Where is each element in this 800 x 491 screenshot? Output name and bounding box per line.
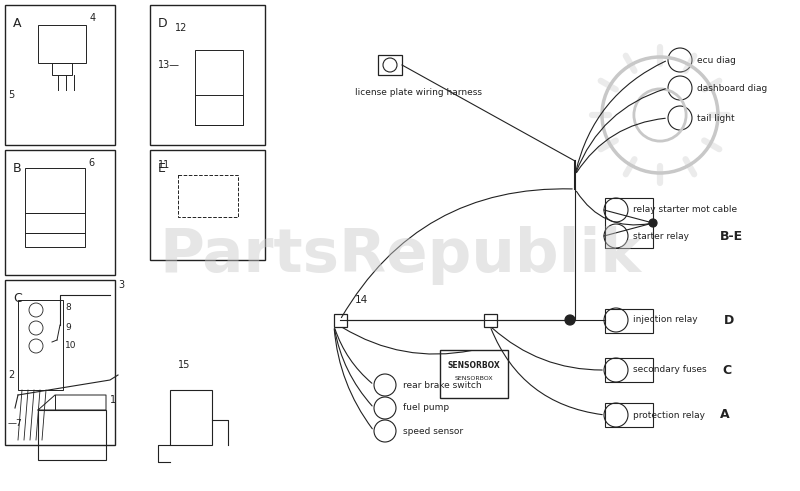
Text: injection relay: injection relay — [633, 316, 698, 325]
Text: 8: 8 — [65, 303, 70, 312]
Text: A: A — [720, 409, 730, 421]
Text: 4: 4 — [90, 13, 96, 23]
Text: secondary fuses: secondary fuses — [633, 365, 706, 375]
Text: 3: 3 — [118, 280, 124, 290]
Text: C: C — [722, 363, 731, 377]
Text: D: D — [724, 313, 734, 327]
Bar — [484, 314, 497, 327]
Text: 13—: 13— — [158, 60, 180, 70]
Text: 9: 9 — [65, 324, 70, 332]
Bar — [25, 233, 85, 247]
Circle shape — [565, 315, 575, 325]
Text: starter relay: starter relay — [633, 231, 689, 241]
Bar — [25, 168, 85, 213]
Text: 14: 14 — [355, 295, 368, 305]
Bar — [378, 55, 402, 75]
Text: 1: 1 — [110, 395, 116, 405]
Text: tail light: tail light — [697, 113, 734, 122]
Bar — [5, 150, 115, 275]
Bar — [170, 390, 212, 445]
Bar — [605, 358, 653, 382]
Text: 6: 6 — [88, 158, 94, 168]
Text: rear brake switch: rear brake switch — [403, 381, 482, 389]
Text: PartsRepublik: PartsRepublik — [159, 226, 641, 285]
Bar — [150, 150, 265, 260]
Text: 2: 2 — [8, 370, 14, 380]
Bar — [334, 314, 347, 327]
Bar — [178, 175, 238, 217]
Text: 12: 12 — [175, 23, 187, 33]
Text: E: E — [158, 162, 166, 175]
Text: 5: 5 — [8, 90, 14, 100]
Text: SENSORBOX: SENSORBOX — [448, 360, 500, 370]
Text: —7: —7 — [8, 418, 22, 428]
Bar — [605, 198, 653, 248]
Text: license plate wiring harness: license plate wiring harness — [355, 87, 482, 97]
Text: dashboard diag: dashboard diag — [697, 83, 767, 92]
Text: C: C — [13, 292, 22, 305]
Bar — [195, 50, 243, 125]
Text: A: A — [13, 17, 22, 30]
Text: speed sensor: speed sensor — [403, 427, 463, 436]
Text: relay starter mot cable: relay starter mot cable — [633, 206, 737, 215]
Bar — [5, 280, 115, 445]
Bar — [52, 63, 72, 75]
Text: 15: 15 — [178, 360, 190, 370]
Text: D: D — [158, 17, 168, 30]
Bar — [38, 25, 86, 63]
Circle shape — [649, 219, 657, 227]
Text: B: B — [13, 162, 22, 175]
Bar — [150, 5, 265, 145]
Bar — [440, 350, 508, 398]
Bar — [605, 403, 653, 427]
Bar — [38, 410, 106, 460]
Text: ecu diag: ecu diag — [697, 55, 736, 64]
Bar — [25, 213, 85, 233]
Text: 10: 10 — [65, 342, 77, 351]
Bar — [605, 309, 653, 333]
Bar — [195, 95, 243, 125]
Text: fuel pump: fuel pump — [403, 404, 449, 412]
Bar — [5, 5, 115, 145]
Text: protection relay: protection relay — [633, 410, 705, 419]
Text: SENSORBOX: SENSORBOX — [454, 376, 494, 381]
Text: 11: 11 — [158, 160, 170, 170]
Text: B-E: B-E — [720, 229, 743, 243]
Bar — [18, 300, 63, 390]
